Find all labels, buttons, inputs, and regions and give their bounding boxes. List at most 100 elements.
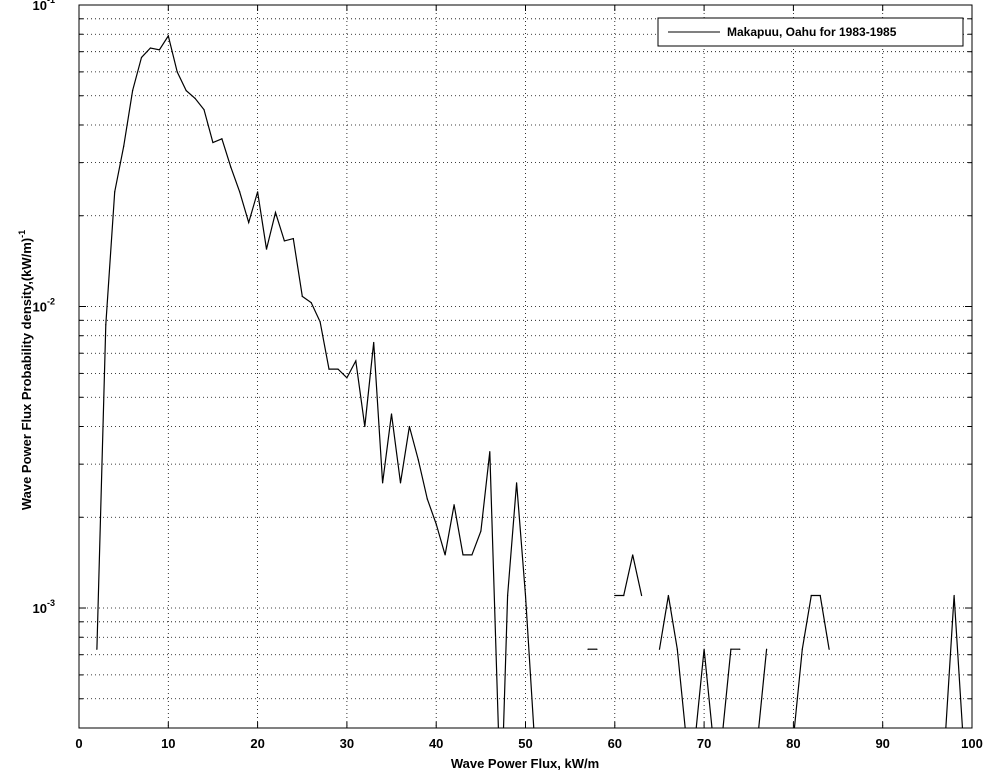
data-point — [257, 191, 259, 193]
data-point — [239, 191, 241, 193]
data-point — [194, 97, 196, 100]
data-point — [524, 594, 527, 597]
data-point — [686, 738, 687, 739]
data-point — [105, 324, 107, 326]
x-tick-label: 30 — [340, 736, 354, 751]
data-point — [274, 211, 277, 214]
data-point — [819, 594, 821, 597]
data-point — [596, 648, 598, 650]
x-tick-label: 90 — [875, 736, 889, 751]
data-point — [503, 738, 504, 739]
series-lines — [96, 34, 964, 739]
y-tick-label: 10-1 — [33, 0, 55, 13]
data-point — [355, 360, 357, 362]
y-tick-exponent: -3 — [47, 598, 55, 608]
data-point — [632, 554, 634, 556]
data-point — [390, 413, 393, 415]
y-tick-label: 10-2 — [33, 297, 55, 315]
data-point — [426, 498, 428, 500]
data-point — [319, 321, 321, 323]
series-line-segment — [614, 554, 643, 597]
data-point — [534, 738, 535, 739]
series-line-segment — [793, 594, 830, 728]
data-point — [489, 451, 491, 453]
data-point — [766, 648, 768, 650]
data-point — [140, 56, 143, 59]
x-tick-label: 10 — [161, 736, 175, 751]
grid-lines — [79, 4, 972, 729]
data-point — [364, 425, 366, 428]
x-tick-label: 100 — [961, 736, 983, 751]
data-point — [417, 459, 419, 461]
data-point — [167, 35, 169, 37]
x-tick-label: 40 — [429, 736, 443, 751]
data-point — [614, 594, 616, 597]
series-line-segment — [658, 595, 740, 728]
data-point — [712, 738, 713, 739]
y-tick-base: 10 — [33, 300, 47, 315]
data-point — [453, 504, 455, 506]
data-point — [283, 240, 285, 242]
x-tick-label: 60 — [608, 736, 622, 751]
data-point — [498, 738, 499, 739]
x-tick-label: 70 — [697, 736, 711, 751]
y-axis-label: Wave Power Flux Probability density,(kW/… — [17, 230, 34, 510]
data-point — [310, 302, 312, 304]
data-point — [265, 248, 268, 250]
data-point — [462, 554, 464, 556]
data-point — [221, 138, 223, 140]
series-line-segment — [96, 34, 499, 728]
data-point — [623, 594, 625, 597]
data-point — [149, 47, 152, 49]
x-tick-label: 80 — [786, 736, 800, 751]
y-tick-base: 10 — [33, 601, 47, 616]
data-point — [658, 648, 661, 650]
data-point — [721, 738, 722, 739]
x-tick-label: 20 — [250, 736, 264, 751]
x-tick-label: 50 — [518, 736, 532, 751]
data-point — [185, 90, 187, 92]
x-axis-label: Wave Power Flux, kW/m — [451, 756, 599, 771]
data-point — [810, 594, 812, 597]
y-tick-exponent: -1 — [47, 0, 55, 5]
data-point — [507, 594, 509, 597]
data-point — [292, 237, 294, 240]
data-point — [408, 425, 411, 428]
data-point — [114, 191, 116, 193]
data-point — [801, 648, 803, 650]
legend: Makapuu, Oahu for 1983-1985 — [657, 17, 964, 47]
data-point — [695, 738, 696, 739]
data-point — [757, 738, 758, 739]
data-point — [953, 594, 955, 597]
series-line-segment — [502, 482, 535, 728]
data-point — [176, 71, 178, 73]
series-line-segment — [945, 595, 964, 728]
data-point — [828, 648, 830, 650]
data-point — [96, 648, 98, 650]
data-point — [945, 738, 946, 739]
data-point — [301, 295, 303, 298]
data-point — [587, 648, 589, 650]
y-tick-label: 10-3 — [33, 598, 55, 616]
data-point — [337, 368, 339, 370]
y-axis-ticks: 10-110-210-3 — [33, 0, 972, 729]
data-point — [444, 554, 446, 556]
x-tick-label: 0 — [75, 736, 82, 751]
data-point — [399, 482, 402, 484]
data-point — [640, 594, 643, 597]
data-point — [730, 648, 732, 650]
data-point — [203, 108, 205, 111]
data-point — [480, 530, 482, 532]
data-point — [248, 221, 250, 224]
data-point — [471, 554, 473, 556]
data-point — [328, 368, 330, 370]
y-tick-base: 10 — [33, 0, 47, 13]
data-point — [212, 141, 214, 144]
x-axis-ticks: 0 10 20 30 40 50 60 70 80 90 100 — [75, 5, 983, 751]
data-point — [739, 648, 741, 650]
data-point — [123, 145, 125, 147]
data-point — [373, 341, 375, 344]
data-point — [158, 49, 160, 51]
data-point — [667, 594, 669, 597]
